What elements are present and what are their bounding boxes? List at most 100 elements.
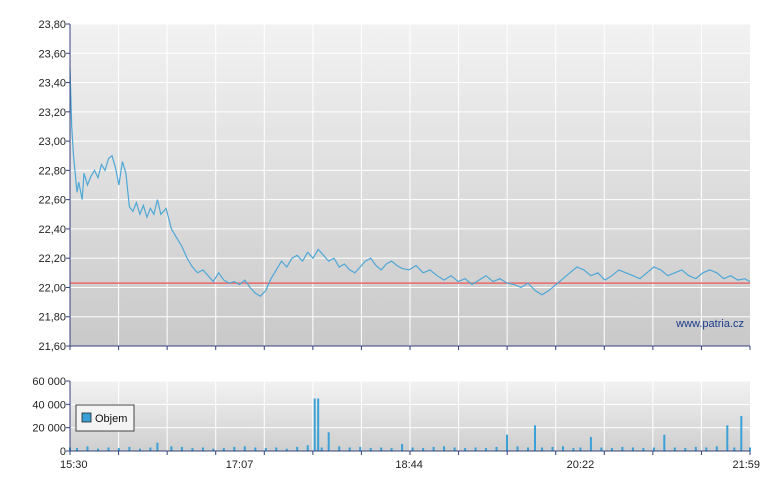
volume-bar: [264, 448, 267, 451]
volume-bar: [348, 447, 351, 451]
volume-bar: [180, 446, 183, 451]
volume-y-tick-label: 20 000: [32, 423, 66, 435]
price-y-tick-label: 22,80: [38, 165, 66, 177]
volume-bar: [149, 447, 152, 451]
volume-bar: [275, 447, 278, 451]
volume-bar: [562, 446, 564, 451]
volume-bar: [551, 446, 554, 451]
volume-bar: [327, 432, 330, 451]
volume-bar: [740, 416, 743, 451]
volume-bar: [86, 446, 89, 451]
volume-x-axis: 15:30 17:07 18:44 20:22 21:59: [60, 451, 760, 471]
volume-bar: [579, 447, 582, 451]
volume-y-tick-label: 60 000: [32, 376, 66, 388]
volume-bar: [726, 425, 729, 451]
x-tick-label: 20:22: [567, 459, 595, 471]
volume-bar: [432, 446, 435, 451]
volume-bar: [600, 447, 603, 451]
volume-bar: [516, 446, 519, 451]
volume-bar: [464, 448, 467, 451]
volume-y-tick-label: 0: [60, 446, 66, 458]
volume-bar: [285, 448, 288, 451]
price-y-tick-label: 22,20: [38, 253, 66, 265]
volume-bar: [411, 447, 414, 451]
volume-bar: [320, 447, 323, 451]
volume-bar: [254, 447, 257, 451]
volume-bar: [191, 448, 194, 451]
volume-bar: [705, 447, 708, 451]
volume-bar: [749, 447, 751, 451]
price-y-tick-label: 23,60: [38, 48, 66, 60]
volume-bar: [453, 447, 456, 451]
volume-bar: [128, 446, 131, 451]
volume-bar: [572, 448, 575, 451]
price-series-line: [69, 67, 751, 297]
volume-bar: [715, 446, 718, 451]
volume-bar: [243, 446, 246, 451]
volume-bar: [233, 446, 236, 451]
volume-bar: [663, 434, 666, 451]
volume-bar: [631, 447, 634, 451]
legend-label-objem: Objem: [95, 413, 127, 425]
price-y-tick-label: 23,20: [38, 107, 66, 119]
volume-bar: [589, 437, 592, 451]
volume-bar: [222, 448, 225, 451]
volume-bar: [495, 446, 498, 451]
volume-bar: [422, 448, 425, 451]
volume-bar: [642, 448, 645, 451]
price-x-axis-ticks: [69, 346, 751, 350]
volume-bar: [673, 447, 676, 451]
volume-bar: [652, 447, 655, 451]
volume-bar: [313, 398, 316, 451]
volume-y-axis: 60 000 40 000 20 000 0: [32, 376, 70, 458]
volume-bars: [69, 398, 751, 451]
x-tick-label: 15:30: [60, 459, 88, 471]
price-grid: [70, 23, 750, 347]
volume-bar: [684, 448, 687, 451]
price-y-tick-label: 22,40: [38, 224, 66, 236]
volume-bar: [156, 442, 159, 451]
volume-bar: [506, 434, 508, 451]
volume-bar: [107, 447, 110, 451]
volume-bar: [76, 448, 78, 451]
volume-bar: [338, 446, 341, 451]
volume-bar: [401, 444, 404, 451]
price-y-tick-label: 22,00: [38, 282, 66, 294]
volume-legend: Objem: [75, 404, 135, 432]
volume-bar: [694, 446, 697, 451]
volume-y-tick-label: 40 000: [32, 399, 66, 411]
price-y-tick-label: 22,60: [38, 195, 66, 207]
volume-bar: [212, 448, 215, 451]
price-y-tick-label: 21,60: [38, 341, 66, 353]
volume-bar: [380, 447, 383, 451]
price-y-tick-label: 21,80: [38, 312, 66, 324]
volume-bar: [527, 447, 529, 451]
volume-bar: [317, 398, 320, 451]
volume-bar: [610, 448, 613, 451]
volume-bar: [443, 446, 446, 451]
x-tick-label: 21:59: [732, 459, 760, 471]
price-y-tick-label: 23,80: [38, 19, 66, 31]
volume-bar: [306, 445, 309, 451]
volume-bar: [390, 448, 393, 451]
x-tick-label: 18:44: [395, 459, 423, 471]
volume-bar: [534, 425, 536, 451]
watermark: www.patria.cz: [675, 318, 744, 330]
legend-swatch-objem: [81, 412, 92, 423]
volume-bar: [201, 447, 204, 451]
volume-bar: [541, 447, 543, 451]
volume-bar: [170, 446, 173, 451]
volume-bar: [369, 448, 372, 451]
volume-bar: [296, 446, 299, 451]
volume-bar: [97, 448, 99, 451]
volume-bar: [485, 448, 487, 451]
volume-bar: [117, 448, 120, 451]
volume-bar: [138, 448, 141, 451]
x-tick-label: 17:07: [226, 459, 254, 471]
volume-bar: [621, 446, 624, 451]
price-y-axis: 23,80 23,60 23,40 23,20 23,00 22,80 22,60 22,40…: [38, 19, 70, 353]
volume-bar: [359, 446, 362, 451]
price-y-tick-label: 23,40: [38, 78, 66, 90]
volume-bar: [733, 447, 736, 451]
